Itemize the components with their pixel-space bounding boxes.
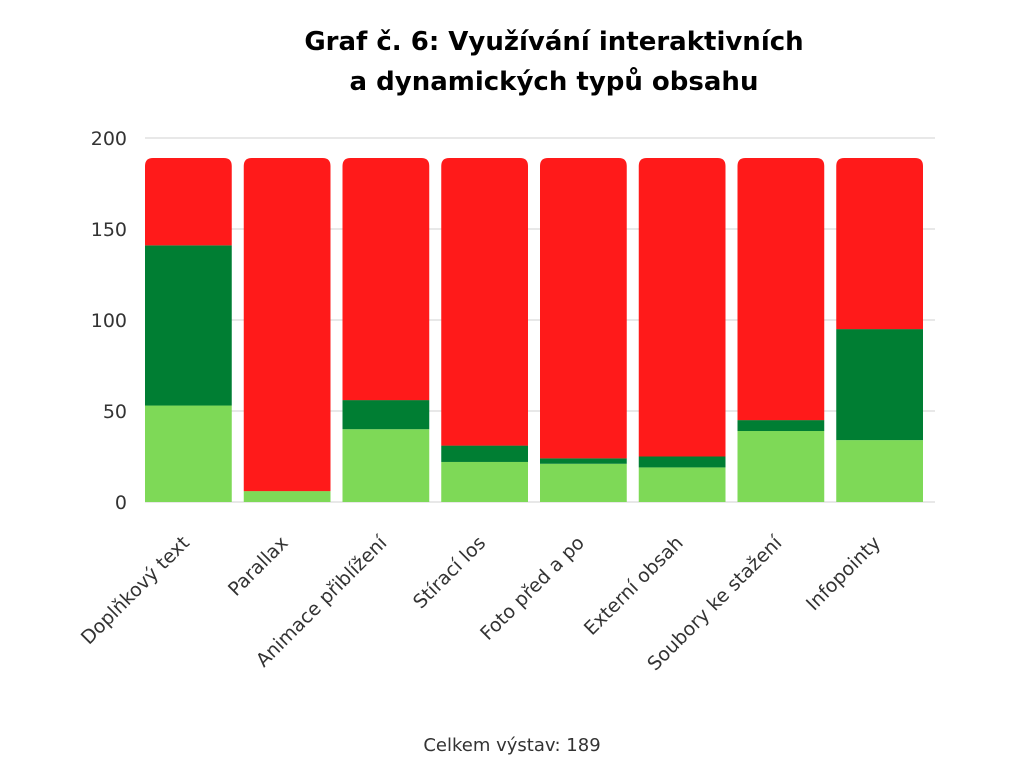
x-category-label: Stírací los <box>409 532 490 613</box>
bar-segment <box>638 467 726 502</box>
bar-segment <box>145 158 232 246</box>
bar-segment <box>540 463 627 502</box>
bar-segment <box>441 445 528 462</box>
y-axis-ticks: 0 50 100 150 200 <box>91 128 127 514</box>
bar-segment <box>638 158 726 457</box>
bar-segment <box>243 158 331 492</box>
bar-segment <box>243 491 331 502</box>
y-tick-label: 0 <box>115 492 127 514</box>
y-tick-label: 200 <box>91 128 127 150</box>
x-category-label: Foto před a po <box>476 532 589 645</box>
bar-segment <box>737 158 825 421</box>
bars <box>145 158 923 502</box>
y-tick-label: 50 <box>103 401 127 423</box>
bar-segment <box>836 158 923 330</box>
bar-segment <box>836 329 923 441</box>
bar-segment <box>342 158 430 401</box>
bar-segment <box>441 158 528 446</box>
bar-segment <box>441 461 528 502</box>
bar-segment <box>540 458 627 464</box>
bar-segment <box>836 440 923 502</box>
chart-title: Graf č. 6: Využívání interaktivních a dy… <box>304 27 804 97</box>
bar-segment <box>342 429 430 502</box>
bar-segment <box>342 400 430 430</box>
bar-segment <box>145 405 232 502</box>
bar-segment <box>737 420 825 432</box>
x-category-label: Infopointy <box>802 532 885 615</box>
bar-segment <box>145 245 232 406</box>
bar-segment <box>540 158 627 459</box>
bar-segment <box>638 456 726 468</box>
bar-segment <box>737 431 825 502</box>
x-category-label: Parallax <box>224 532 293 601</box>
y-tick-label: 150 <box>91 219 127 241</box>
y-tick-label: 100 <box>91 310 127 332</box>
x-category-label: Externí obsah <box>580 532 688 640</box>
x-category-label: Doplňkový text <box>77 532 194 649</box>
total-exhibitions-note: Celkem výstav: 189 <box>423 735 601 756</box>
